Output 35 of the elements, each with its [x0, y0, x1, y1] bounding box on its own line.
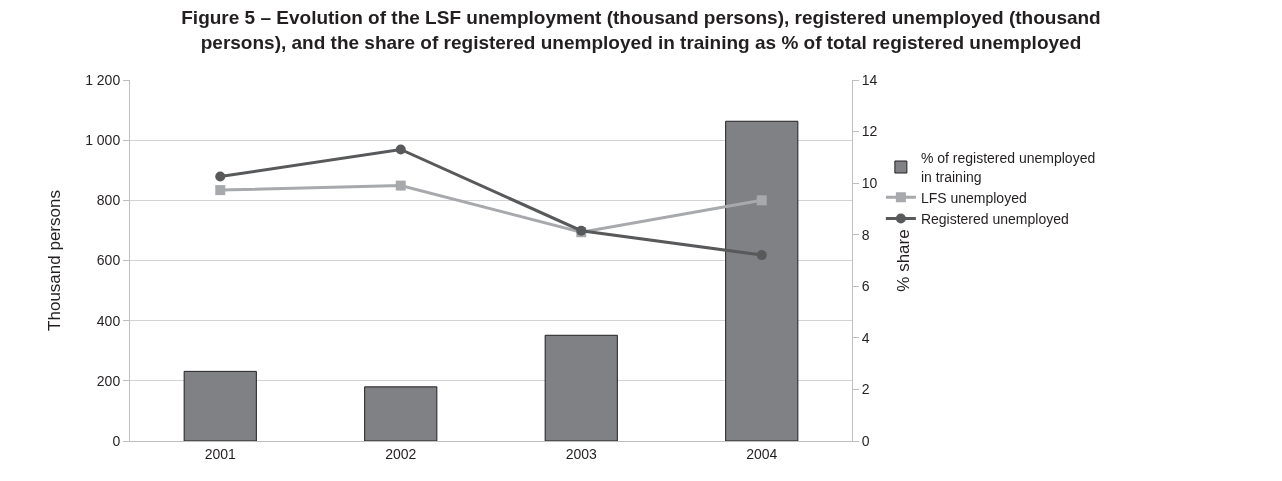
y2-tick-label: 2 — [861, 381, 870, 398]
bar — [725, 120, 799, 441]
y2-tick-label: 4 — [861, 329, 870, 346]
y-tick-label: 0 — [112, 432, 121, 449]
bar — [544, 334, 618, 441]
y-axis-title: Thousand persons — [44, 190, 64, 331]
x-tick-label: 2003 — [565, 445, 598, 462]
point — [756, 250, 767, 261]
y-tick-label: 600 — [96, 252, 121, 269]
legend-label: Registered unemployed — [920, 210, 1069, 227]
y2-tick-label: 10 — [861, 175, 878, 192]
y2-tick-label: 12 — [861, 123, 878, 140]
y-tick-label: 1 200 — [85, 71, 121, 88]
y2-tick-label: 14 — [861, 71, 878, 88]
point — [215, 185, 226, 196]
legend-label: LFS unemployed — [920, 189, 1027, 206]
legend-label: % of registered unemployed in training — [920, 150, 1096, 185]
y-tick-label: 400 — [96, 312, 121, 329]
y2-tick-label: 8 — [861, 226, 870, 243]
chart-title: Figure 5 – Evolution of the LSF unemployment (thousand persons), registered unemployed (thousand persons), and the share of registered unemployed in training as % of total registered unemployed — [181, 7, 1101, 53]
point — [395, 180, 406, 191]
y2-tick-label: 6 — [861, 278, 870, 295]
y2-tick-label: 0 — [861, 432, 870, 449]
bar — [364, 386, 438, 441]
point — [756, 195, 767, 206]
point — [215, 171, 226, 182]
x-tick-label: 2001 — [204, 445, 237, 462]
point — [395, 144, 406, 155]
y-tick-label: 200 — [96, 372, 121, 389]
y-tick-label: 800 — [96, 192, 121, 209]
y2-axis-title: % share — [893, 229, 913, 292]
x-tick-label: 2002 — [385, 445, 417, 462]
x-tick-label: 2004 — [746, 445, 778, 462]
y-tick-label: 1 000 — [85, 132, 121, 149]
bar — [183, 370, 257, 441]
